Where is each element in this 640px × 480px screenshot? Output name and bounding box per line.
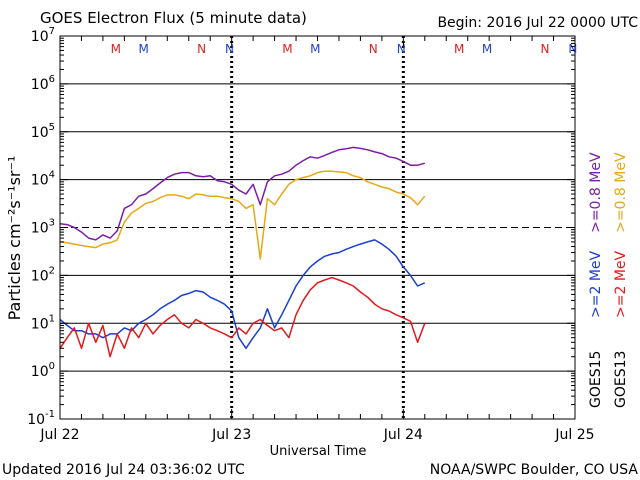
y-axis-ticks: 10-1 100 101 102 103 104 105 106 107: [27, 26, 575, 428]
marker-n: N: [197, 42, 206, 56]
credit-label: NOAA/SWPC Boulder, CO USA: [430, 462, 639, 478]
series-goes13-2-mev: [59, 276, 426, 358]
legend-satellite: GOES15: [588, 351, 604, 408]
series-goes15-0-8-mev: [59, 146, 426, 241]
y-tick-label: 10-1: [27, 409, 55, 428]
x-tick-label: Jul 22: [39, 427, 79, 443]
updated-timestamp: Updated 2016 Jul 24 03:36:02 UTC: [2, 462, 245, 478]
y-tick-label: 105: [31, 122, 55, 141]
marker-n: N: [540, 42, 549, 56]
legend-satellite: GOES13: [613, 351, 629, 408]
chart-title: GOES Electron Flux (5 minute data): [40, 9, 307, 27]
marker-n: N: [397, 42, 406, 56]
marker-n: N: [568, 42, 577, 56]
series-lines: [59, 146, 426, 358]
series-goes15-2-mev: [59, 239, 426, 350]
marker-m: M: [310, 42, 320, 56]
day-dotted-lines: [230, 36, 405, 419]
y-tick-label: 107: [31, 26, 55, 45]
y-tick-label: 102: [31, 265, 55, 284]
y-tick-label: 104: [31, 170, 55, 189]
series-goes13-0-8-mev: [59, 170, 426, 260]
x-axis-ticks: Jul 22 Jul 23 Jul 24 Jul 25: [39, 36, 595, 443]
y-tick-label: 103: [31, 218, 55, 237]
marker-n: N: [369, 42, 378, 56]
legend-entries: >=2 MeV>=0.8 MeV: [613, 152, 629, 318]
marker-m: M: [282, 42, 292, 56]
marker-m: M: [111, 42, 121, 56]
y-axis-label: Particles cm⁻²s⁻¹sr⁻¹: [5, 156, 24, 321]
x-tick-label: Jul 24: [383, 427, 423, 443]
legend: GOES15 >=2 MeV>=0.8 MeV GOES13 >=2 MeV>=0.8…: [588, 152, 629, 408]
begin-label: Begin: 2016 Jul 22 0000 UTC: [437, 15, 638, 31]
y-tick-label: 100: [31, 361, 55, 380]
marker-n: N: [225, 42, 234, 56]
y-tick-label: 106: [31, 74, 55, 93]
grid-lines: [60, 83, 575, 372]
x-axis-label: Universal Time: [270, 444, 367, 459]
x-tick-label: Jul 25: [554, 427, 594, 443]
y-tick-label: 101: [31, 313, 55, 332]
legend-entries: >=2 MeV>=0.8 MeV: [588, 152, 604, 318]
marker-m: M: [482, 42, 492, 56]
x-tick-label: Jul 23: [211, 427, 251, 443]
marker-m: M: [139, 42, 149, 56]
marker-m: M: [454, 42, 464, 56]
